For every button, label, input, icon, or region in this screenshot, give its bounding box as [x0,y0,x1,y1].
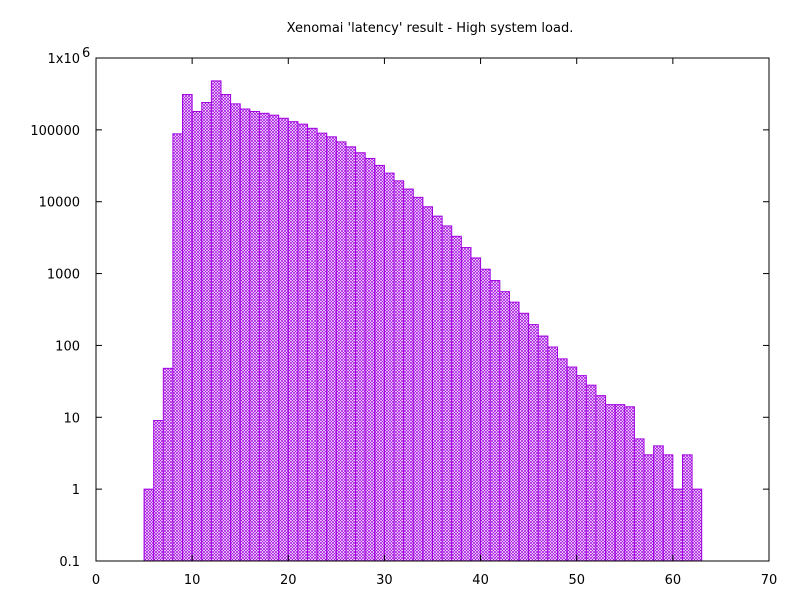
histogram-bar [345,146,357,562]
histogram-bar [643,454,655,562]
histogram-bar [278,117,289,562]
histogram-bar [662,454,674,562]
histogram-bar [441,225,453,562]
histogram-bar [672,488,683,562]
x-tick-label: 20 [280,573,297,588]
histogram-bar [355,152,366,562]
histogram-bar [470,257,482,562]
axes-group: 0 10 20 30 40 50 60 70 0.1 1 10 100 1000 10000 100000 1… [30,46,777,588]
histogram-bar [451,235,462,562]
histogram-bar [432,215,443,562]
y-tick-label: 1x10 [47,52,80,67]
y-tick-label: 1000 [47,268,80,283]
histogram-bar [383,172,395,562]
histogram-bar [518,312,530,562]
y-tick-label: 100000 [30,124,80,139]
bars-group [143,80,703,562]
histogram-bar [614,404,626,562]
histogram-bar [556,358,568,562]
histogram-bar [624,406,635,562]
x-tick-label: 10 [184,573,201,588]
x-tick-label: 40 [472,573,489,588]
histogram-bar [201,102,212,562]
histogram-bar [143,488,155,562]
histogram-bar [316,132,328,562]
histogram-bar [230,103,241,562]
histogram-bar [249,111,260,562]
histogram-bar [681,454,693,562]
histogram-bar [653,445,664,562]
histogram-bar [162,367,174,562]
histogram-bar [537,335,549,562]
y-tick-label: 0.1 [59,555,80,570]
histogram-bar [480,268,491,562]
histogram-bar [499,291,510,562]
histogram-bar [566,366,578,562]
histogram-bar [307,127,318,562]
histogram-bar [239,108,251,562]
y-tick-label: 10000 [39,196,80,211]
histogram-bar [220,94,232,562]
histogram-bar [508,301,520,562]
histogram-bar [412,196,424,562]
histogram-bar [691,488,703,562]
histogram-bar [172,133,184,562]
histogram-bar [258,112,270,562]
histogram-bar [210,80,222,562]
x-tick-label: 30 [376,573,393,588]
histogram-bar [422,206,433,562]
histogram-bar [191,111,203,562]
x-tick-label: 60 [665,573,682,588]
histogram-bar [268,114,280,562]
histogram-bar [633,438,645,562]
histogram-bar [460,247,472,562]
histogram-bar [364,157,376,562]
x-tick-label: 70 [761,573,778,588]
histogram-bar [528,324,539,562]
histogram-bar [393,180,405,562]
histogram-bar [326,136,337,562]
y-tick-label: 1 [72,483,80,498]
histogram-bar [287,121,299,562]
histogram-bar [489,280,501,562]
plot-frame [95,57,770,562]
y-tick-label: 10 [63,411,80,426]
histogram-bar [182,94,193,562]
histogram-bar [585,384,597,562]
histogram-bar [153,420,164,562]
histogram-bar [403,188,414,562]
histogram-bar [374,164,385,562]
histogram-bar [547,346,558,562]
chart-title: Xenomai 'latency' result - High system l… [287,21,574,36]
y-tick-label: 100 [55,339,80,354]
histogram-bar [335,141,347,562]
y-tick-exponent: 6 [82,46,90,61]
x-tick-label: 0 [92,573,100,588]
x-tick-label: 50 [568,573,585,588]
histogram-bar [576,375,587,562]
histogram-bar [605,404,616,562]
histogram-bar [297,123,309,562]
histogram-bar [595,395,607,562]
